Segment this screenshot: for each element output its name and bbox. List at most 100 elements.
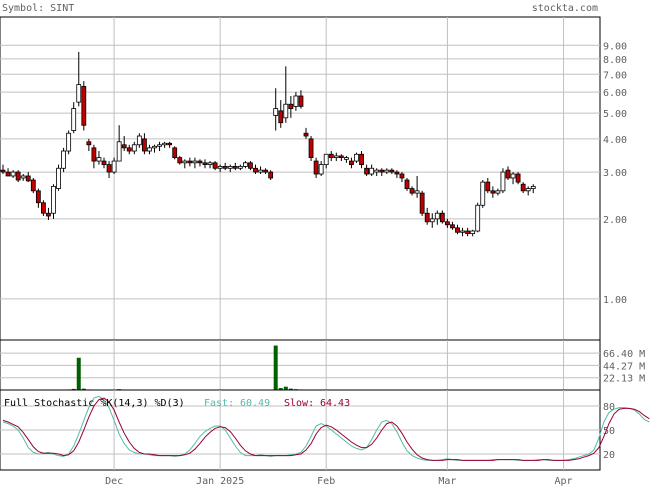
candle-body: [56, 167, 61, 189]
candle-body: [268, 171, 274, 179]
volume-bar: [288, 388, 293, 390]
stochastic-fast-value: 60.49: [240, 398, 270, 409]
stochastic-slow-value: 64.43: [320, 398, 350, 409]
candle-body: [328, 153, 334, 159]
candle-body: [263, 169, 269, 173]
candle-body: [212, 162, 218, 169]
candle-body: [323, 153, 329, 166]
candle-body: [444, 221, 450, 226]
candle-body: [30, 179, 36, 192]
candle-body: [106, 164, 112, 173]
volume-bar: [278, 388, 283, 390]
candle-body: [121, 144, 127, 149]
price-tick-label: 5.00: [603, 109, 627, 120]
candle-body: [197, 160, 203, 164]
volume-tick-label: 44.27 M: [603, 361, 645, 372]
stochastic-fast-label: Fast:: [204, 398, 234, 409]
candle-body: [409, 188, 415, 194]
candle-body: [202, 162, 208, 166]
candle-body: [475, 204, 481, 232]
candle-body: [66, 132, 72, 152]
candle-body: [450, 224, 455, 229]
candle-body: [455, 227, 460, 233]
stochastic-title: Full Stochastic %K(14,3) %D(3): [4, 398, 185, 409]
candle-body: [303, 132, 309, 137]
price-tick-label: 6.00: [603, 88, 627, 99]
candle-body: [384, 169, 390, 173]
candle-body: [227, 166, 233, 169]
candle-body: [237, 166, 243, 169]
candle-body: [167, 142, 173, 146]
candle-body: [343, 157, 349, 160]
price-grid: [0, 17, 600, 340]
site-label: stockta.com: [532, 3, 598, 14]
candle-body: [41, 202, 46, 214]
candle-body: [71, 108, 77, 131]
candle-body: [147, 147, 152, 152]
candle-body: [485, 181, 491, 192]
candle-body: [288, 103, 294, 109]
month-label: Apr: [555, 476, 573, 486]
candle-body: [101, 160, 107, 166]
symbol-label: Symbol: SINT: [2, 3, 74, 14]
candle-body: [35, 190, 41, 204]
candle-body: [157, 144, 162, 147]
candle-body: [333, 155, 339, 159]
stochastic-slow-line: [2, 397, 650, 461]
candle-body: [162, 142, 168, 146]
month-label: Jan 2025: [196, 476, 244, 486]
candle-body: [91, 147, 97, 162]
candle-body: [20, 175, 26, 179]
candle-body: [116, 141, 122, 162]
price-tick-label: 4.00: [603, 135, 627, 146]
candle-body: [81, 86, 87, 126]
candle-body: [490, 190, 496, 194]
stochastic-tick-label: 50: [603, 426, 615, 437]
candle-body: [15, 171, 21, 181]
volume-axis-labels: 66.40 M44.27 M 22.13 M: [603, 349, 645, 385]
month-label: Mar: [438, 476, 456, 486]
candle-body: [338, 155, 344, 159]
candle-body: [177, 157, 183, 164]
price-tick-label: 7.00: [603, 70, 627, 81]
candle-body: [374, 169, 380, 173]
candle-body: [495, 190, 501, 194]
price-tick-label: 9.00: [603, 41, 627, 52]
candle-body: [313, 160, 319, 175]
price-tick-label: 3.00: [603, 168, 627, 179]
candle-body: [187, 160, 193, 164]
candle-body: [364, 167, 370, 175]
candle-body: [136, 135, 142, 146]
candle-body: [470, 230, 476, 235]
candle-body: [207, 162, 213, 166]
candle-body: [293, 95, 299, 107]
candle-body: [460, 230, 465, 233]
candle-body: [369, 167, 375, 175]
candle-body: [510, 173, 516, 179]
candle-body: [399, 173, 405, 179]
candle-body: [404, 179, 410, 189]
candle-body: [242, 162, 248, 167]
candle-body: [61, 150, 66, 169]
volume-bar: [71, 388, 76, 390]
stochastic-slow-label: Slow:: [284, 398, 314, 409]
candle-body: [359, 153, 364, 166]
candle-body: [505, 169, 511, 179]
candle-body: [308, 138, 314, 159]
price-candles: [0, 51, 536, 237]
candle-body: [86, 141, 92, 146]
candle-body: [354, 153, 359, 162]
candle-body: [76, 84, 82, 103]
candle-body: [349, 160, 354, 166]
candle-body: [248, 162, 253, 169]
candle-body: [414, 190, 420, 194]
candle-body: [278, 110, 284, 124]
candle-body: [480, 181, 486, 206]
stochastic-grid: [0, 390, 600, 470]
volume-bar: [283, 386, 288, 390]
candle-body: [394, 171, 400, 175]
candle-body: [434, 212, 440, 220]
candle-body: [273, 108, 279, 116]
